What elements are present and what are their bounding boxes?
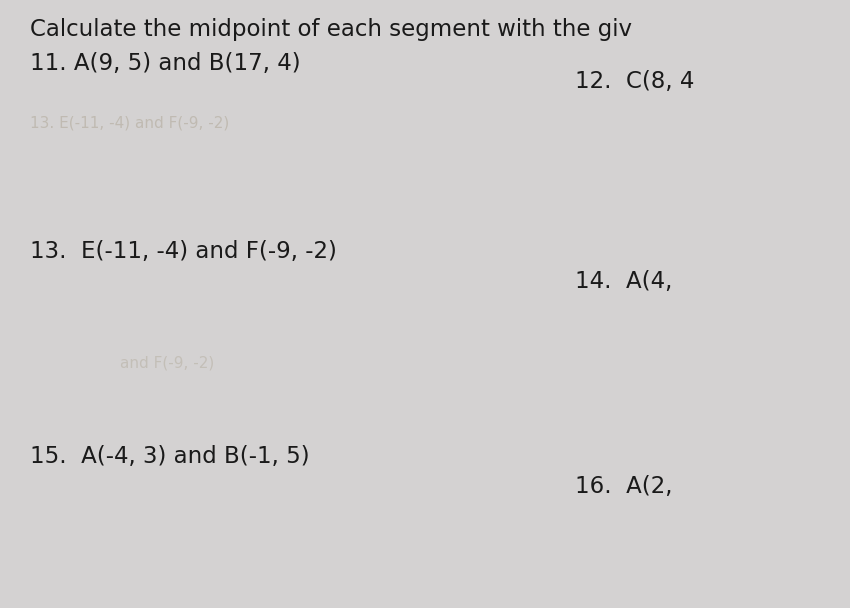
Text: 15.  A(-4, 3) and B(-1, 5): 15. A(-4, 3) and B(-1, 5)	[30, 445, 309, 468]
Text: 12.  C(8, 4: 12. C(8, 4	[575, 70, 694, 93]
Text: 11. A(9, 5) and B(17, 4): 11. A(9, 5) and B(17, 4)	[30, 52, 301, 75]
Text: 13.  E(-11, -4) and F(-9, -2): 13. E(-11, -4) and F(-9, -2)	[30, 240, 337, 263]
Text: 14.  A(4,: 14. A(4,	[575, 270, 672, 293]
Text: 16.  A(2,: 16. A(2,	[575, 475, 672, 498]
Text: Calculate the midpoint of each segment with the giv: Calculate the midpoint of each segment w…	[30, 18, 632, 41]
Text: 13. E(-11, -4) and F(-9, -2): 13. E(-11, -4) and F(-9, -2)	[30, 115, 230, 130]
Text: and F(-9, -2): and F(-9, -2)	[120, 355, 214, 370]
